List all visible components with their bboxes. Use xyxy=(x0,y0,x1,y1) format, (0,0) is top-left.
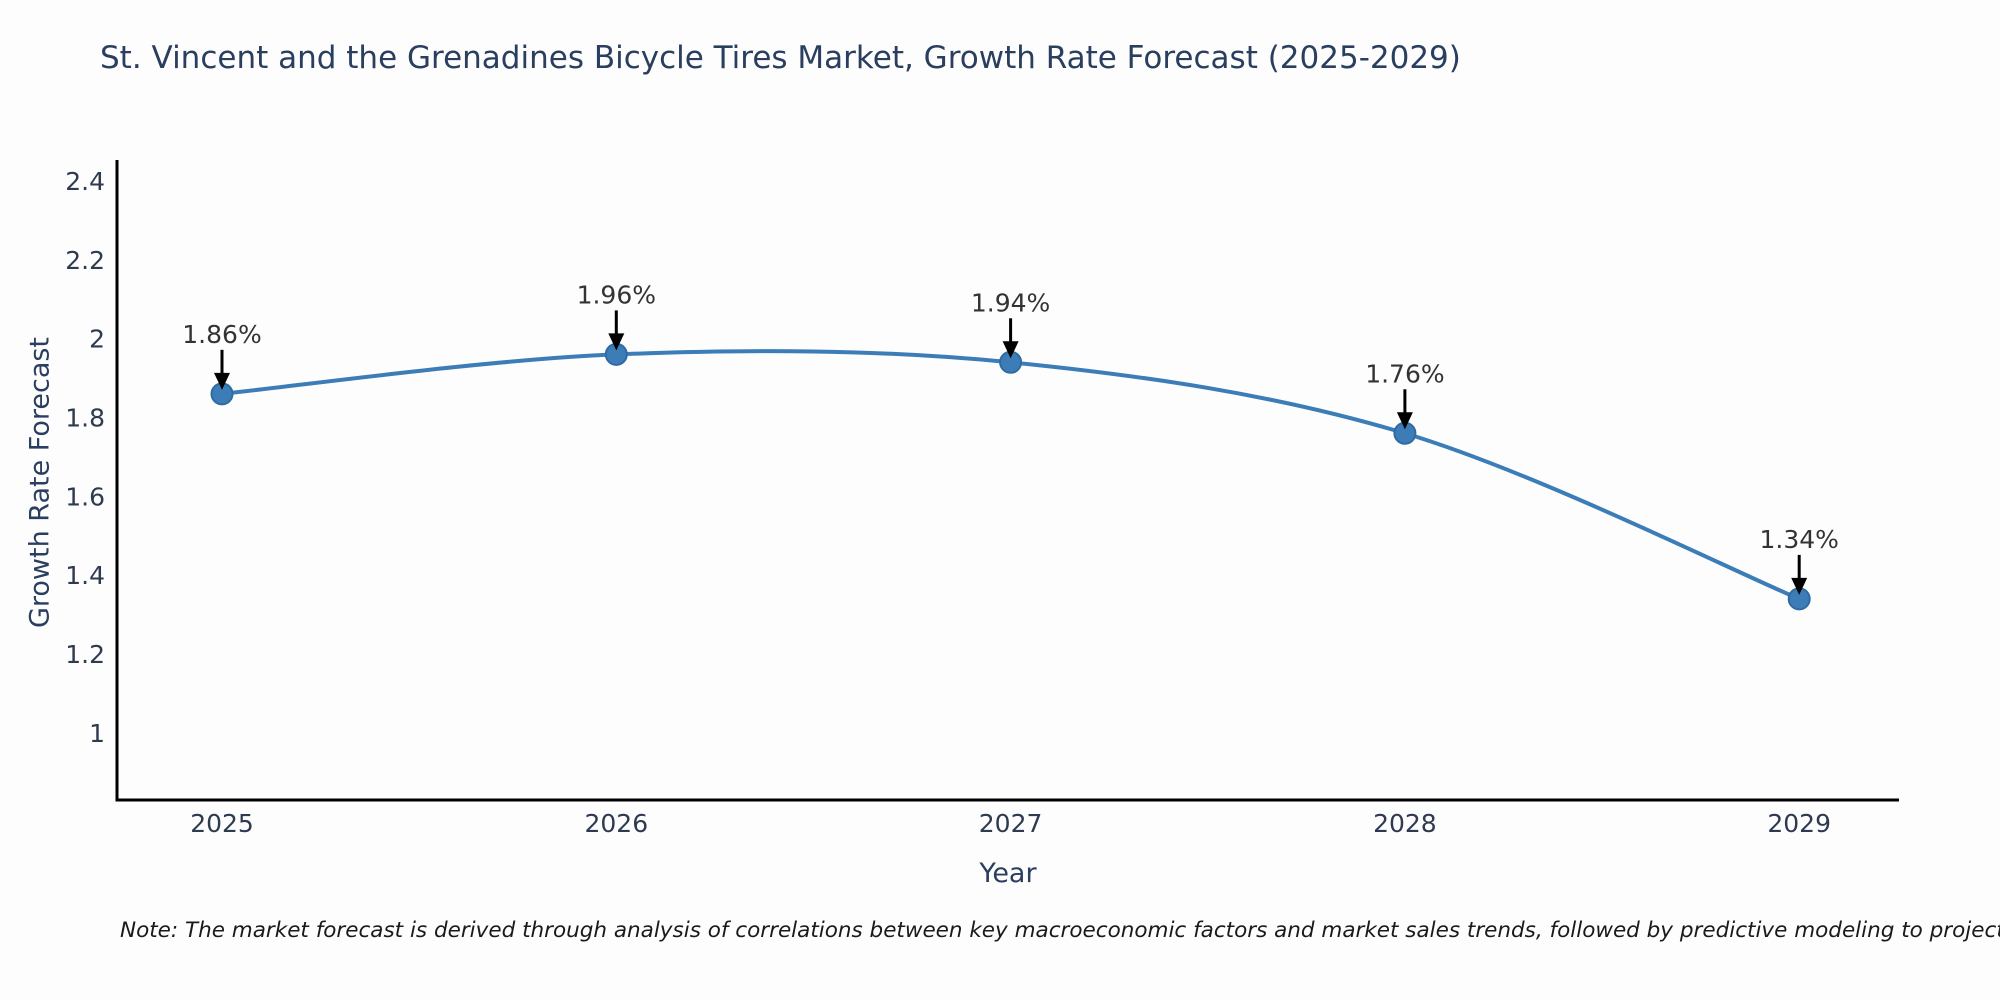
x-axis-title: Year xyxy=(979,858,1037,889)
data-point-label: 1.96% xyxy=(577,280,656,309)
y-axis-title: Growth Rate Forecast xyxy=(24,336,56,629)
y-tick-label: 1.8 xyxy=(65,403,105,432)
y-tick-label: 1 xyxy=(89,719,105,748)
y-tick-label: 2.4 xyxy=(65,167,105,196)
chart-title: St. Vincent and the Grenadines Bicycle T… xyxy=(100,40,1461,76)
x-tick-label: 2027 xyxy=(979,809,1043,838)
data-point-label: 1.76% xyxy=(1365,359,1444,388)
annotation-arrowhead xyxy=(1002,341,1019,359)
annotation-arrowhead xyxy=(1396,412,1413,430)
data-point-label: 1.94% xyxy=(971,288,1050,317)
y-tick-label: 2 xyxy=(89,325,105,354)
data-point-label: 1.34% xyxy=(1759,525,1838,554)
y-tick-label: 1.4 xyxy=(65,561,105,590)
x-tick-label: 2025 xyxy=(190,809,254,838)
footnote: Note: The market forecast is derived thr… xyxy=(120,918,2000,943)
data-point-label: 1.86% xyxy=(182,320,261,349)
annotation-arrowhead xyxy=(214,372,230,390)
trend-line xyxy=(221,349,1800,601)
y-tick-label: 2.2 xyxy=(65,246,105,275)
y-tick-label: 1.6 xyxy=(65,482,105,511)
y-tick-label: 1.2 xyxy=(65,640,105,669)
annotation-arrowhead xyxy=(608,333,625,351)
x-tick-label: 2028 xyxy=(1373,809,1437,838)
annotation-arrowhead xyxy=(1791,577,1808,595)
x-tick-label: 2029 xyxy=(1767,809,1831,838)
x-tick-label: 2026 xyxy=(584,809,648,838)
